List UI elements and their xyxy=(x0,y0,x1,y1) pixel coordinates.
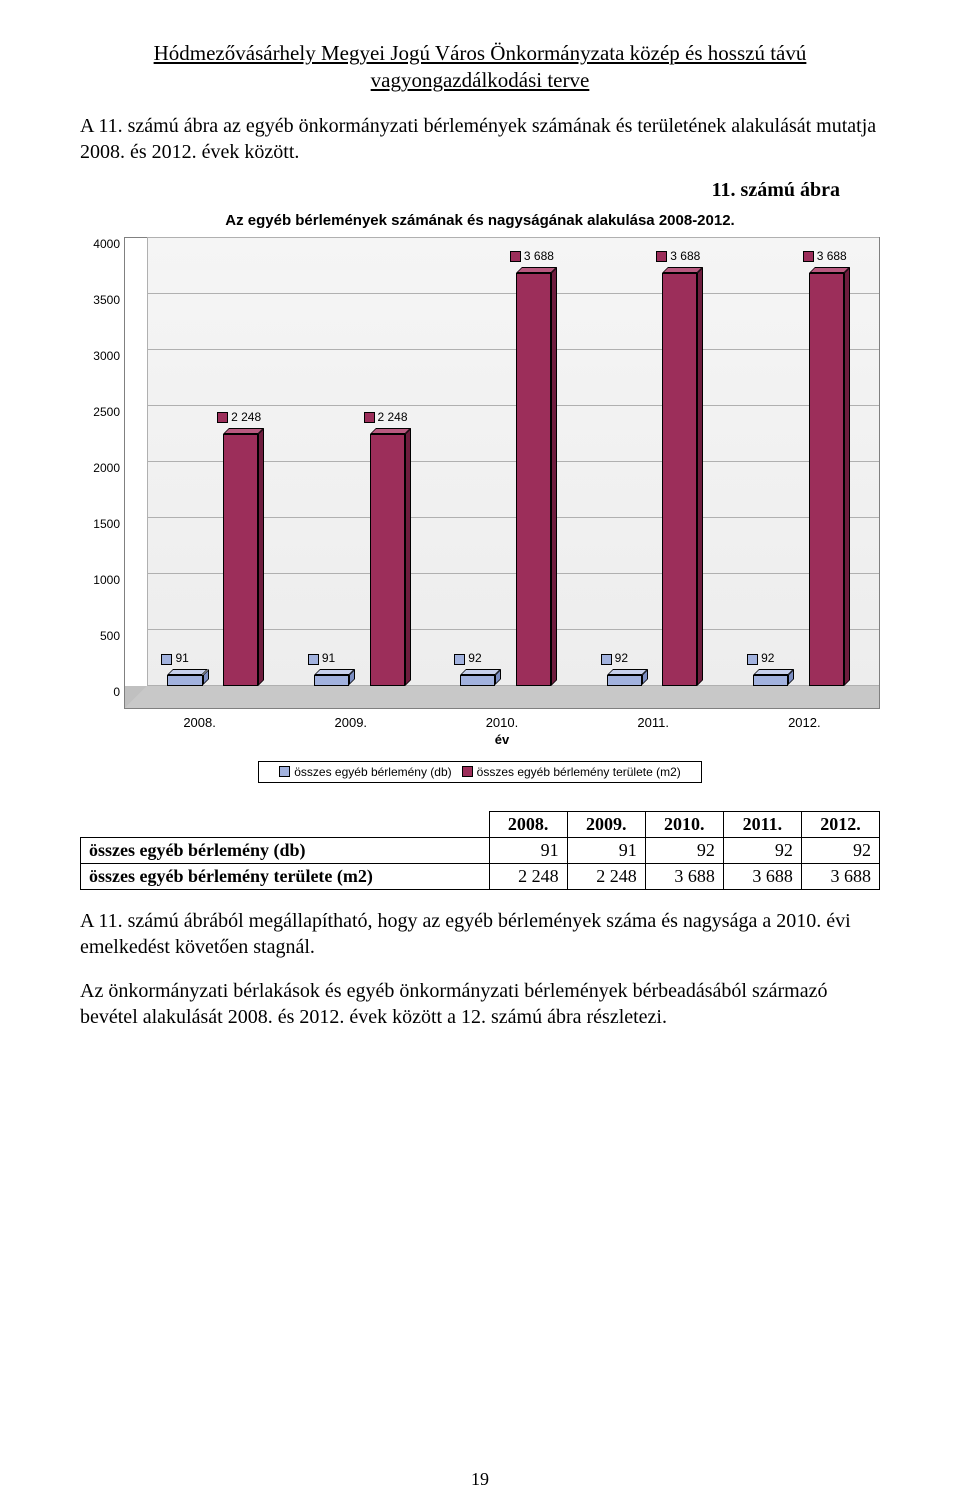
chart-bar: 92 xyxy=(460,675,495,685)
chart-bar: 2 248 xyxy=(223,434,258,686)
chart-legend-item: összes egyéb bérlemény (db) xyxy=(279,765,451,779)
y-axis-tick: 3500 xyxy=(93,293,120,307)
table-header-cell: 2008. xyxy=(489,811,567,837)
chart-bar-label: 3 688 xyxy=(656,249,700,263)
chart-x-label: 2010. xyxy=(426,709,577,730)
page-number: 19 xyxy=(0,1469,960,1490)
chart-bar-label: 2 248 xyxy=(217,410,261,424)
chart-bar-label: 3 688 xyxy=(803,249,847,263)
chart-legend-item: összes egyéb bérlemény területe (m2) xyxy=(462,765,681,779)
chart-x-label: 2008. xyxy=(124,709,275,730)
table-row: összes egyéb bérlemény (db)9191929292 xyxy=(81,837,880,863)
chart-x-label: 2011. xyxy=(578,709,729,730)
chart-bar: 3 688 xyxy=(662,273,697,686)
table-cell: 3 688 xyxy=(723,863,801,889)
table-cell: 3 688 xyxy=(645,863,723,889)
conclusion-paragraph-1: A 11. számú ábrából megállapítható, hogy… xyxy=(80,908,880,960)
chart-bar-label: 92 xyxy=(601,651,628,665)
chart-plot-area: 91 2 248 91 2 248 92 3 688 92 3 688 92 3 688 xyxy=(124,237,880,709)
chart-legend-swatch xyxy=(279,766,290,777)
chart-x-title: év xyxy=(80,730,880,747)
chart-title: Az egyéb bérlemények számának és nagyság… xyxy=(80,212,880,229)
table-header-cell: 2012. xyxy=(801,811,879,837)
chart-bar-label: 91 xyxy=(308,651,335,665)
table-row-label: összes egyéb bérlemény területe (m2) xyxy=(81,863,490,889)
table-row-label: összes egyéb bérlemény (db) xyxy=(81,837,490,863)
chart-bar-group: 92 3 688 xyxy=(440,238,586,686)
chart-label-swatch xyxy=(217,412,228,423)
chart-bar: 92 xyxy=(753,675,788,685)
chart-label-swatch xyxy=(454,654,465,665)
chart-label-swatch xyxy=(510,251,521,262)
data-table: 2008.2009.2010.2011.2012. összes egyéb b… xyxy=(80,811,880,890)
chart-bar-label: 3 688 xyxy=(510,249,554,263)
chart-label-swatch xyxy=(308,654,319,665)
chart-x-label: 2012. xyxy=(729,709,880,730)
chart-bar: 91 xyxy=(314,675,349,685)
chart-bar: 92 xyxy=(607,675,642,685)
doc-header-line1: Hódmezővásárhely Megyei Jogú Város Önkor… xyxy=(154,41,807,65)
chart-bar: 3 688 xyxy=(809,273,844,686)
chart: 0 500 1000 1500 2000 2500 3000 3500 4000 91 2 248… xyxy=(80,237,880,783)
chart-legend-swatch xyxy=(462,766,473,777)
chart-x-label: 2009. xyxy=(275,709,426,730)
chart-floor xyxy=(125,686,879,708)
chart-label-swatch xyxy=(601,654,612,665)
chart-floor-slant xyxy=(125,686,147,708)
table-row: összes egyéb bérlemény területe (m2)2 24… xyxy=(81,863,880,889)
table-cell: 92 xyxy=(801,837,879,863)
chart-bar-label: 92 xyxy=(747,651,774,665)
chart-label-swatch xyxy=(803,251,814,262)
chart-bar-group: 92 3 688 xyxy=(586,238,732,686)
table-cell: 92 xyxy=(645,837,723,863)
table-cell: 2 248 xyxy=(567,863,645,889)
chart-bar: 2 248 xyxy=(370,434,405,686)
chart-label-swatch xyxy=(161,654,172,665)
table-header-cell: 2011. xyxy=(723,811,801,837)
figure-caption: 11. számú ábra xyxy=(80,179,840,202)
chart-bar-label: 91 xyxy=(161,651,188,665)
chart-y-axis: 0 500 1000 1500 2000 2500 3000 3500 4000 xyxy=(80,237,124,707)
chart-bars-layer: 91 2 248 91 2 248 92 3 688 92 3 688 92 3 688 xyxy=(147,238,879,686)
table-cell: 92 xyxy=(723,837,801,863)
doc-header: Hódmezővásárhely Megyei Jogú Város Önkor… xyxy=(80,40,880,95)
doc-header-line2: vagyongazdálkodási terve xyxy=(371,68,590,92)
table-cell: 91 xyxy=(489,837,567,863)
table-header-cell: 2010. xyxy=(645,811,723,837)
y-axis-tick: 500 xyxy=(100,629,120,643)
y-axis-tick: 1000 xyxy=(93,573,120,587)
chart-label-swatch xyxy=(364,412,375,423)
chart-x-axis: 2008.2009.2010.2011.2012. xyxy=(80,709,880,730)
chart-label-swatch xyxy=(747,654,758,665)
y-axis-tick: 2500 xyxy=(93,405,120,419)
chart-bar-group: 92 3 688 xyxy=(733,238,879,686)
y-axis-tick: 4000 xyxy=(93,237,120,251)
chart-bar: 3 688 xyxy=(516,273,551,686)
chart-label-swatch xyxy=(656,251,667,262)
chart-legend: összes egyéb bérlemény (db) összes egyéb … xyxy=(258,761,702,783)
conclusion-paragraph-2: Az önkormányzati bérlakások és egyéb önk… xyxy=(80,978,880,1030)
chart-bar-label: 2 248 xyxy=(364,410,408,424)
table-corner-cell xyxy=(81,811,490,837)
chart-bar: 91 xyxy=(167,675,202,685)
y-axis-tick: 2000 xyxy=(93,461,120,475)
chart-legend-label: összes egyéb bérlemény (db) xyxy=(294,765,451,779)
table-header-cell: 2009. xyxy=(567,811,645,837)
table-cell: 3 688 xyxy=(801,863,879,889)
chart-legend-label: összes egyéb bérlemény területe (m2) xyxy=(477,765,681,779)
table-cell: 2 248 xyxy=(489,863,567,889)
table-cell: 91 xyxy=(567,837,645,863)
y-axis-tick: 1500 xyxy=(93,517,120,531)
y-axis-tick: 0 xyxy=(113,685,120,699)
chart-bar-group: 91 2 248 xyxy=(147,238,293,686)
intro-paragraph: A 11. számú ábra az egyéb önkormányzati … xyxy=(80,113,880,165)
y-axis-tick: 3000 xyxy=(93,349,120,363)
chart-bar-group: 91 2 248 xyxy=(293,238,439,686)
chart-bar-label: 92 xyxy=(454,651,481,665)
